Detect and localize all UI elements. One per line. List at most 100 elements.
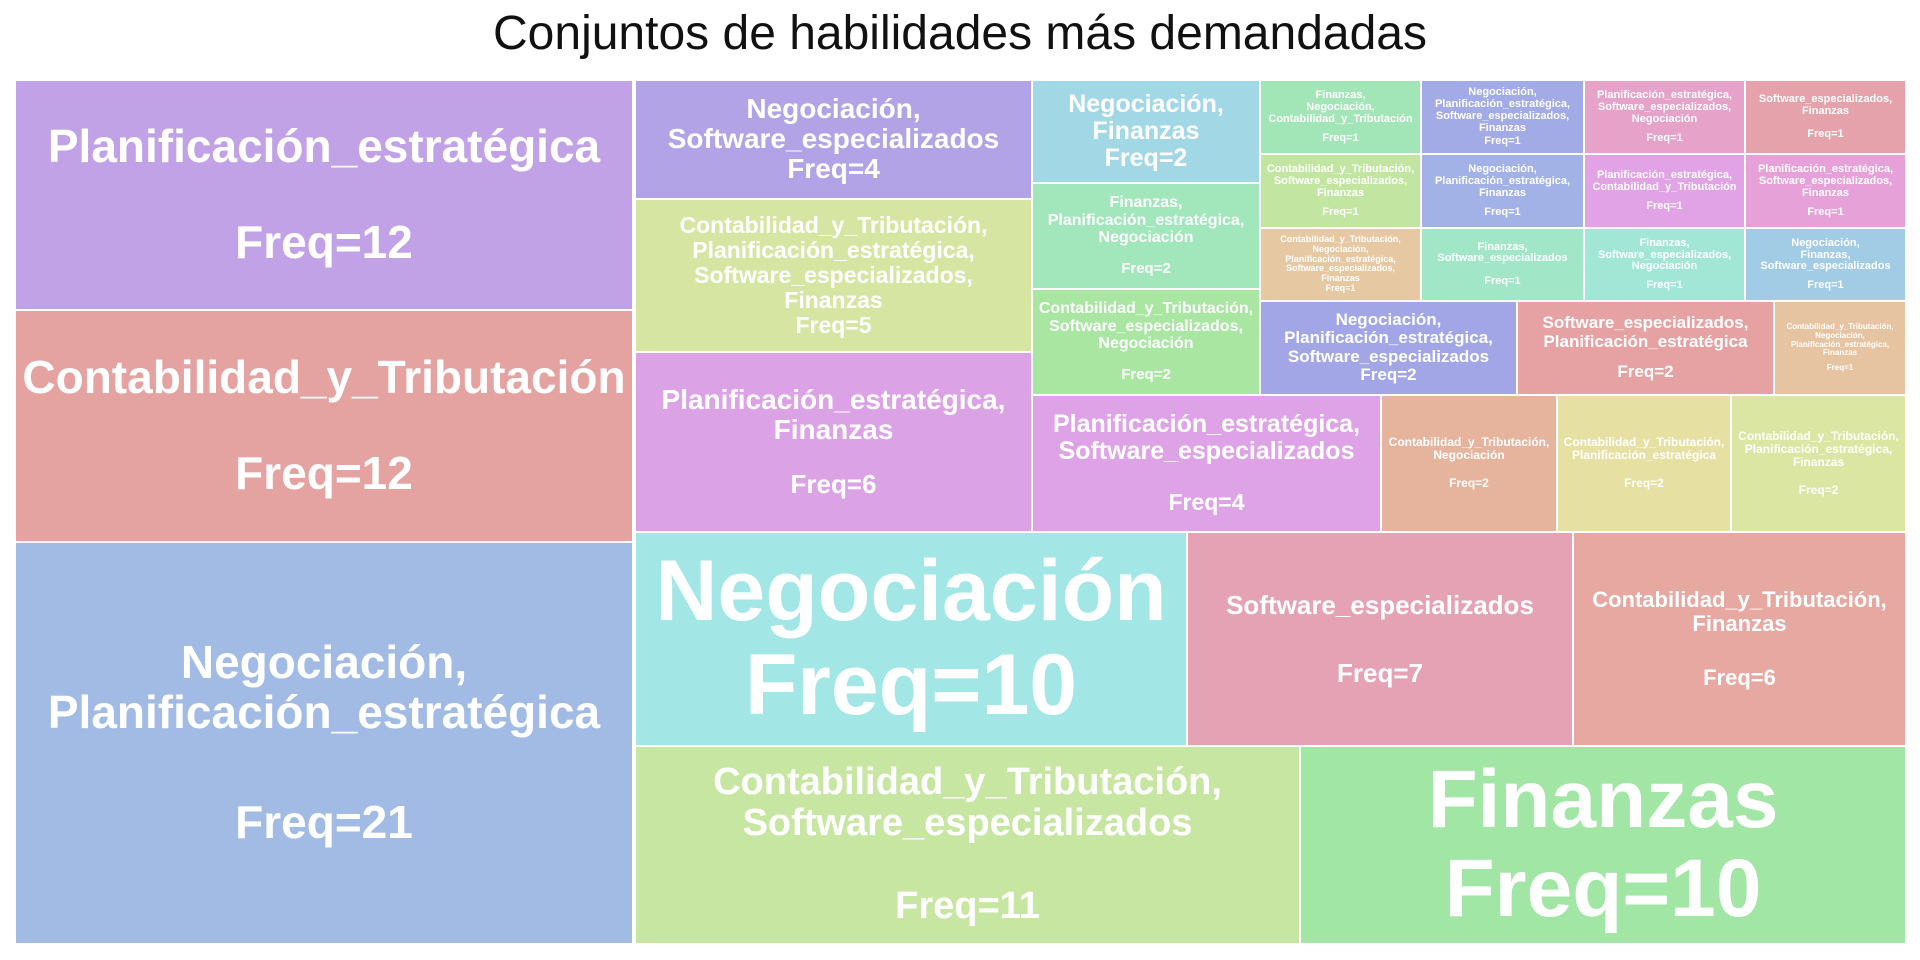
tile-label: Contabilidad_y_Tributación, Software_esp… <box>713 761 1222 845</box>
tile-freq: Freq=11 <box>895 885 1040 928</box>
tile-freq: Freq=2 <box>1121 260 1171 278</box>
treemap-tile: Contabilidad_y_Tributación, Software_esp… <box>635 746 1300 944</box>
treemap-tile: Contabilidad_y_Tributación, Software_esp… <box>1260 154 1421 228</box>
treemap-tile: Negociación, Planificación_estratégica, … <box>1260 301 1517 395</box>
chart-title: Conjuntos de habilidades más demandadas <box>493 7 1427 60</box>
treemap-tile: Negociación, Planificación_estratégica Fr… <box>15 542 633 944</box>
tile-label: Planificación_estratégica, Software_espe… <box>1052 410 1361 466</box>
tile-label: Finanzas, Software_especializados, Negoc… <box>1597 236 1732 273</box>
treemap-tile: Negociación, Finanzas Freq=2 <box>1032 80 1260 183</box>
tile-label: Finanzas, Software_especializados <box>1437 240 1568 265</box>
treemap-tile: Software_especializados, Planificación_e… <box>1517 301 1774 395</box>
tile-freq: Freq=10 <box>1444 843 1762 935</box>
tile-freq: Freq=1 <box>1646 199 1683 212</box>
tile-freq: Freq=1 <box>1826 362 1854 372</box>
tile-label: Planificación_estratégica <box>47 120 601 173</box>
tile-freq: Freq=21 <box>235 796 413 849</box>
treemap-tile: Contabilidad_y_Tributación, Negociación,… <box>1774 301 1906 395</box>
tile-label: Software_especializados <box>1226 589 1534 620</box>
tile-label: Negociación, Planificación_estratégica, … <box>1284 310 1493 366</box>
treemap-tile: Finanzas, Software_especializados Freq=1 <box>1421 228 1584 301</box>
tile-freq: Freq=1 <box>1484 134 1521 147</box>
treemap-tile: Contabilidad_y_Tributación, Finanzas Freq… <box>1573 532 1906 746</box>
treemap-tile: Finanzas, Software_especializados, Negoc… <box>1584 228 1745 301</box>
tile-label: Contabilidad_y_Tributación, Planificació… <box>1563 435 1725 463</box>
tile-freq: Freq=2 <box>1617 362 1674 382</box>
tile-freq: Freq=4 <box>1168 489 1245 516</box>
tile-label: Software_especializados, Planificación_e… <box>1542 313 1749 351</box>
tile-freq: Freq=1 <box>1484 205 1521 218</box>
tile-freq: Freq=6 <box>790 469 877 500</box>
tile-label: Contabilidad_y_Tributación, Negociación,… <box>1786 322 1894 358</box>
tile-freq: Freq=6 <box>1703 664 1776 690</box>
tile-freq: Freq=2 <box>1798 482 1839 497</box>
tile-freq: Freq=10 <box>744 637 1078 734</box>
tile-label: Negociación, Planificación_estratégica, … <box>1434 163 1571 199</box>
tile-freq: Freq=2 <box>1449 476 1489 491</box>
treemap-tile: Negociación Freq=10 <box>635 532 1187 746</box>
tile-label: Finanzas, Planificación_estratégica, Neg… <box>1047 194 1245 246</box>
tile-freq: Freq=4 <box>787 153 880 185</box>
treemap-tile: Planificación_estratégica, Software_espe… <box>1745 154 1906 228</box>
tile-freq: Freq=2 <box>1104 143 1188 172</box>
tile-label: Software_especializados, Finanzas <box>1758 93 1893 117</box>
tile-label: Negociación, Finanzas, Software_especial… <box>1760 236 1891 273</box>
tile-freq: Freq=1 <box>1807 279 1844 292</box>
tile-freq: Freq=5 <box>795 311 872 338</box>
treemap-tile: Planificación_estratégica, Software_espe… <box>1032 395 1381 532</box>
treemap-tile: Contabilidad_y_Tributación, Planificació… <box>1731 395 1906 532</box>
treemap-tile: Negociación, Finanzas, Software_especial… <box>1745 228 1906 301</box>
tile-freq: Freq=7 <box>1337 657 1423 688</box>
tile-label: Contabilidad_y_Tributación, Negociación,… <box>1280 234 1401 284</box>
treemap-tile: Negociación, Software_especializados Freq… <box>635 80 1032 199</box>
treemap-tile: Planificación_estratégica, Software_espe… <box>1584 80 1745 154</box>
tile-label: Contabilidad_y_Tributación, Software_esp… <box>1266 163 1415 199</box>
treemap-tile: Negociación, Planificación_estratégica, … <box>1421 154 1584 228</box>
tile-freq: Freq=1 <box>1807 127 1844 140</box>
tile-label: Negociación, Software_especializados <box>667 92 1000 155</box>
tile-label: Negociación <box>655 543 1167 640</box>
tile-label: Contabilidad_y_Tributación <box>22 351 626 404</box>
tile-freq: Freq=1 <box>1646 131 1683 144</box>
treemap-tile: Contabilidad_y_Tributación, Software_esp… <box>1032 289 1260 395</box>
treemap-tile: Finanzas, Negociación, Contabilidad_y_Tr… <box>1260 80 1421 154</box>
tile-freq: Freq=12 <box>235 447 413 500</box>
tile-freq: Freq=1 <box>1325 282 1356 293</box>
treemap-tile: Contabilidad_y_Tributación, Planificació… <box>635 199 1032 352</box>
tile-freq: Freq=1 <box>1322 131 1359 144</box>
tile-label: Contabilidad_y_Tributación, Planificació… <box>679 212 988 313</box>
tile-label: Planificación_estratégica, Finanzas <box>661 383 1006 446</box>
tile-label: Contabilidad_y_Tributación, Finanzas <box>1592 587 1887 636</box>
treemap-tile: Contabilidad_y_Tributación, Negociación,… <box>1260 228 1421 301</box>
treemap-tile: Planificación_estratégica, Contabilidad_… <box>1584 154 1745 228</box>
tile-freq: Freq=12 <box>235 216 413 269</box>
tile-label: Negociación, Finanzas <box>1068 89 1224 145</box>
tile-label: Planificación_estratégica, Software_espe… <box>1596 89 1733 125</box>
tile-freq: Freq=1 <box>1484 275 1521 288</box>
tile-label: Finanzas, Negociación, Contabilidad_y_Tr… <box>1268 89 1413 125</box>
tile-freq: Freq=2 <box>1624 476 1664 491</box>
tile-label: Negociación, Planificación_estratégica <box>47 636 601 738</box>
treemap-tile: Negociación, Planificación_estratégica, … <box>1421 80 1584 154</box>
tile-label: Contabilidad_y_Tributación, Planificació… <box>1738 428 1899 469</box>
tile-label: Planificación_estratégica, Contabilidad_… <box>1592 169 1737 193</box>
tile-freq: Freq=1 <box>1646 279 1683 292</box>
tile-label: Finanzas <box>1427 753 1779 845</box>
treemap-tile: Contabilidad_y_Tributación Freq=12 <box>15 310 633 542</box>
tile-label: Negociación, Planificación_estratégica, … <box>1434 86 1571 134</box>
treemap-tile: Software_especializados, Finanzas Freq=1 <box>1745 80 1906 154</box>
treemap-tile: Planificación_estratégica, Finanzas Freq=… <box>635 352 1032 532</box>
treemap-tile: Software_especializados Freq=7 <box>1187 532 1573 746</box>
tile-freq: Freq=1 <box>1322 205 1359 218</box>
tile-label: Planificación_estratégica, Software_espe… <box>1757 163 1894 199</box>
tile-freq: Freq=2 <box>1360 365 1417 385</box>
treemap-tile: Contabilidad_y_Tributación, Negociación F… <box>1381 395 1557 532</box>
treemap-tile: Finanzas, Planificación_estratégica, Neg… <box>1032 183 1260 289</box>
tile-freq: Freq=1 <box>1807 205 1844 218</box>
treemap-tile: Planificación_estratégica Freq=12 <box>15 80 633 310</box>
treemap-tile: Finanzas Freq=10 <box>1300 746 1906 944</box>
treemap-tile: Contabilidad_y_Tributación, Planificació… <box>1557 395 1731 532</box>
tile-label: Contabilidad_y_Tributación, Negociación <box>1388 435 1550 463</box>
tile-label: Contabilidad_y_Tributación, Software_esp… <box>1038 300 1254 352</box>
